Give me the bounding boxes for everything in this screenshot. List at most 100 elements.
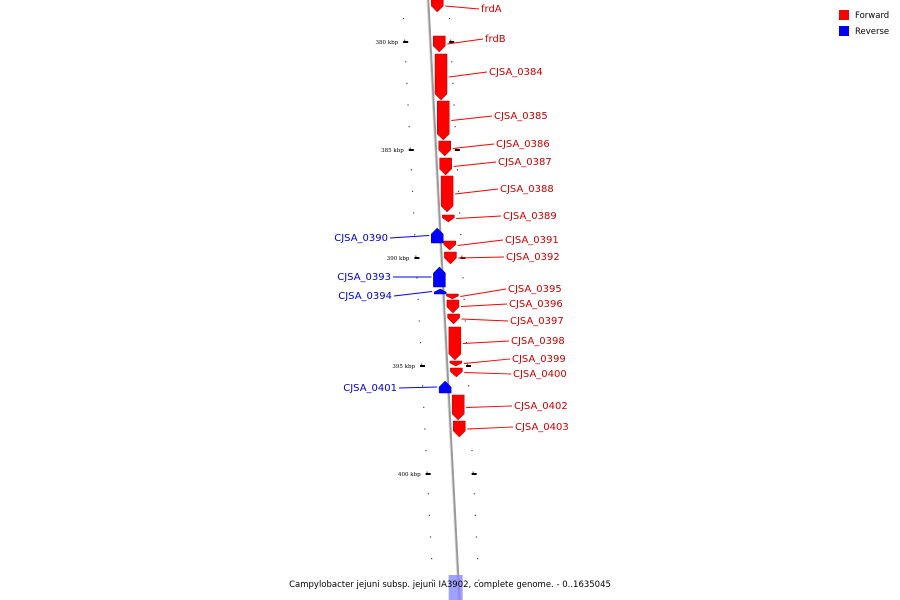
genome-caption: Campylobacter jejuni subsp. jejuni IA390… <box>289 580 611 590</box>
forward-gene-CJSA_0386[interactable] <box>438 140 451 157</box>
gene-label-CJSA_0396[interactable]: CJSA_0396 <box>509 299 563 310</box>
tick-label: 390 kbp <box>387 256 410 262</box>
gene-label-CJSA_0401[interactable]: CJSA_0401 <box>343 383 397 394</box>
minor-tick <box>432 579 434 581</box>
minor-tick <box>406 82 408 84</box>
label-leader <box>456 215 502 219</box>
forward-gene-CJSA_0402[interactable] <box>451 394 465 421</box>
label-leader <box>464 372 512 375</box>
legend-swatch-forward <box>839 10 849 20</box>
major-tick <box>414 257 420 259</box>
major-tick <box>408 149 414 151</box>
forward-gene-CJSA_0398[interactable] <box>448 326 462 361</box>
label-leader <box>462 340 510 344</box>
forward-gene-CJSA_0387[interactable] <box>439 157 452 176</box>
major-tick <box>471 473 477 475</box>
forward-gene-CJSA_0392[interactable] <box>444 251 457 265</box>
forward-gene-CJSA_0389[interactable] <box>442 214 455 223</box>
forward-gene-CJSA_0385[interactable] <box>437 100 450 141</box>
label-leader <box>466 405 513 408</box>
tick-label: 380 kbp <box>376 40 399 46</box>
legend-label-forward: Forward <box>855 11 889 21</box>
label-leader <box>458 256 505 259</box>
gene-label-CJSA_0397[interactable]: CJSA_0397 <box>510 316 564 327</box>
label-leader <box>453 161 497 167</box>
gene-label-CJSA_0400[interactable]: CJSA_0400 <box>513 369 567 380</box>
gene-label-CJSA_0402[interactable]: CJSA_0402 <box>514 401 568 412</box>
gene-label-frdB[interactable]: frdB <box>485 34 506 45</box>
gene-label-CJSA_0398[interactable]: CJSA_0398 <box>511 336 565 347</box>
label-leader <box>455 188 499 195</box>
gene-label-CJSA_0391[interactable]: CJSA_0391 <box>505 235 559 246</box>
legend: Forward Reverse <box>839 10 889 37</box>
minor-tick <box>402 18 405 20</box>
minor-tick <box>459 212 461 214</box>
label-leader <box>467 426 514 430</box>
forward-gene-CJSA_0400[interactable] <box>450 367 463 378</box>
gene-label-CJSA_0388[interactable]: CJSA_0388 <box>500 184 554 195</box>
gene-label-CJSA_0387[interactable]: CJSA_0387 <box>498 157 552 168</box>
gene-label-CJSA_0399[interactable]: CJSA_0399 <box>512 354 566 365</box>
minor-tick <box>414 234 416 236</box>
forward-gene-CJSA_0396[interactable] <box>446 299 460 314</box>
forward-gene-CJSA_0395[interactable] <box>446 293 459 300</box>
forward-gene-CJSA_0388[interactable] <box>440 175 454 213</box>
minor-tick <box>468 385 470 387</box>
legend-item-reverse[interactable]: Reverse <box>839 26 889 37</box>
tick-label: 395 kbp <box>392 364 415 370</box>
forward-gene-CJSA_0397[interactable] <box>447 313 460 325</box>
reverse-gene-CJSA_0394[interactable] <box>433 288 447 295</box>
minor-tick <box>474 514 476 516</box>
gene-features[interactable] <box>430 0 466 600</box>
gene-label-CJSA_0393[interactable]: CJSA_0393 <box>337 272 391 283</box>
minor-tick <box>428 514 430 516</box>
gene-label-CJSA_0403[interactable]: CJSA_0403 <box>515 422 569 433</box>
reverse-gene-CJSA_0390[interactable] <box>430 227 444 244</box>
minor-tick <box>431 558 433 560</box>
minor-tick <box>461 255 463 257</box>
minor-tick <box>456 169 458 171</box>
forward-gene-CJSA_0403[interactable] <box>453 420 466 438</box>
reverse-gene-partial[interactable] <box>448 575 463 600</box>
forward-gene-CJSA_0384[interactable] <box>434 53 448 101</box>
minor-tick <box>457 190 460 192</box>
minor-tick <box>407 104 409 106</box>
gene-label-CJSA_0395[interactable]: CJSA_0395 <box>508 284 562 295</box>
minor-tick <box>410 169 412 171</box>
minor-tick <box>427 493 429 495</box>
backbone-highlight <box>426 0 459 600</box>
reverse-gene-CJSA_0393[interactable] <box>433 266 446 288</box>
major-tick <box>403 41 409 43</box>
gene-label-CJSA_0390[interactable]: CJSA_0390 <box>334 233 388 244</box>
forward-gene-frdA[interactable] <box>431 0 444 13</box>
label-leader <box>460 303 508 307</box>
forward-gene-frdB[interactable] <box>433 35 446 53</box>
minor-tick <box>417 298 419 300</box>
forward-gene-CJSA_0391[interactable] <box>443 240 457 251</box>
major-tick <box>466 365 472 367</box>
gene-labels[interactable]: frdA frdB CJSA_0384 CJSA_0385 CJSA_0386 CJSA_… <box>334 4 569 433</box>
backbone-line <box>426 0 461 600</box>
gene-label-CJSA_0394[interactable]: CJSA_0394 <box>338 291 392 302</box>
gene-label-CJSA_0385[interactable]: CJSA_0385 <box>494 111 548 122</box>
gene-label-CJSA_0386[interactable]: CJSA_0386 <box>496 139 550 150</box>
minor-tick <box>463 298 465 300</box>
tick-label: 385 kbp <box>381 148 404 154</box>
major-tick <box>454 149 460 151</box>
forward-gene-CJSA_0399[interactable] <box>449 360 463 367</box>
major-tick <box>449 41 455 43</box>
gene-label-CJSA_0389[interactable]: CJSA_0389 <box>503 211 557 222</box>
label-leader <box>447 38 484 45</box>
minor-tick <box>425 450 427 452</box>
minor-tick <box>478 579 480 581</box>
reverse-gene-CJSA_0401[interactable] <box>438 380 452 394</box>
gene-label-frdA[interactable]: frdA <box>481 4 502 15</box>
gene-label-CJSA_0384[interactable]: CJSA_0384 <box>489 67 543 78</box>
major-ticks: 380 kbp 385 kbp 390 kbp 395 kbp 400 kbp <box>376 40 477 478</box>
legend-swatch-reverse <box>839 26 849 36</box>
legend-item-forward[interactable]: Forward <box>839 10 889 21</box>
minor-tick <box>411 190 414 192</box>
gene-label-CJSA_0392[interactable]: CJSA_0392 <box>506 252 560 263</box>
label-leader <box>461 318 509 322</box>
